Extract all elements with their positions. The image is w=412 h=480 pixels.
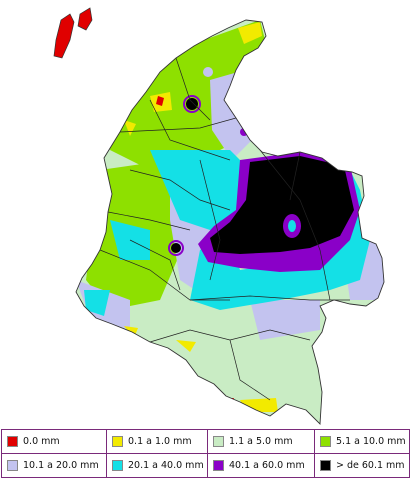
legend-item: 20.1 a 40.0 mm [107,453,208,477]
legend-label: 10.1 a 20.0 mm [23,459,99,471]
legend-swatch [112,459,123,471]
legend-swatch [213,459,224,471]
legend-label: 5.1 a 10.0 mm [336,435,406,447]
legend-label: 20.1 a 40.0 mm [128,459,204,471]
legend-swatch [7,435,18,447]
legend-label: 0.0 mm [23,435,60,447]
legend-item: 10.1 a 20.0 mm [2,453,107,477]
legend-item: 1.1 a 5.0 mm [208,430,315,454]
legend-item: 0.1 a 1.0 mm [107,430,208,454]
legend-item: 5.1 a 10.0 mm [315,430,409,454]
island-san-andres [53,13,75,59]
legend: 0.0 mm 0.1 a 1.0 mm 1.1 a 5.0 mm 5.1 a 1… [1,429,410,478]
precipitation-map [53,7,385,426]
legend-swatch [7,459,18,471]
country-border [75,19,385,426]
legend-item: > de 60.1 mm [315,454,409,478]
legend-item: 0.0 mm [2,430,107,454]
legend-item: 40.1 a 60.0 mm [208,453,315,477]
legend-swatch [320,459,331,471]
legend-swatch [320,435,331,447]
legend-swatch [112,435,123,447]
colombia-map-svg [53,7,385,426]
legend-label: 0.1 a 1.0 mm [128,435,192,447]
island-providencia [77,7,93,31]
legend-swatch [213,435,224,447]
legend-label: 1.1 a 5.0 mm [229,435,293,447]
legend-label: 40.1 a 60.0 mm [229,459,305,471]
legend-label: > de 60.1 mm [336,459,405,471]
country-fill [76,20,384,424]
